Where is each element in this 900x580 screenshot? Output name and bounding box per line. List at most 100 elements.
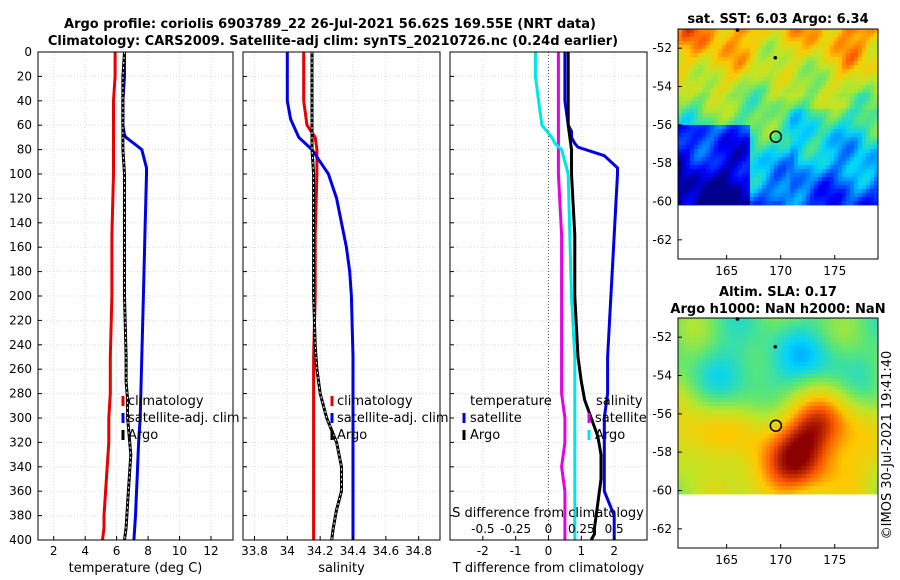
sla_map-heatmap-cell — [702, 342, 707, 347]
sla_map-ytick-label: -60 — [652, 484, 672, 498]
sla_map-heatmap-cell — [794, 366, 799, 371]
sla_map-heatmap-cell — [738, 402, 743, 407]
sla_map-heatmap-cell — [858, 374, 863, 379]
sla_map-heatmap-cell — [746, 406, 751, 411]
sla_map-heatmap-cell — [750, 358, 755, 363]
sla_map-heatmap-cell — [702, 330, 707, 335]
sst_map-heatmap-cell — [858, 129, 863, 134]
sst_map-heatmap-cell — [830, 173, 835, 178]
sst_map-heatmap-cell — [774, 181, 779, 186]
sla_map-heatmap-cell — [754, 474, 759, 479]
sla_map-heatmap-cell — [846, 422, 851, 427]
sst_map-heatmap-cell — [770, 189, 775, 194]
sla_map-heatmap-cell — [722, 430, 727, 435]
sst_map-heatmap-cell — [794, 149, 799, 154]
sst_map-heatmap-cell — [770, 197, 775, 202]
sla_map-heatmap-cell — [686, 362, 691, 367]
sla_map-heatmap-cell — [838, 442, 843, 447]
sst_map-heatmap-cell — [814, 173, 819, 178]
sst_map-heatmap-cell — [742, 93, 747, 98]
sla_map-heatmap-cell — [686, 490, 691, 495]
sla_map-heatmap-cell — [858, 346, 863, 351]
sst_map-heatmap-cell — [714, 77, 719, 82]
sst_map-heatmap-cell — [806, 161, 811, 166]
sst_map-heatmap-cell — [722, 85, 727, 90]
sst_map-heatmap-cell — [818, 193, 823, 198]
sla_map-heatmap-cell — [750, 330, 755, 335]
sla_map-heatmap-cell — [698, 374, 703, 379]
sst_map-heatmap-cell — [826, 65, 831, 70]
sst_map-heatmap-cell — [734, 49, 739, 54]
sla_map-heatmap-cell — [810, 398, 815, 403]
sst_map-heatmap-cell — [758, 181, 763, 186]
sla_map-heatmap-cell — [698, 322, 703, 327]
sla_map-heatmap-cell — [710, 450, 715, 455]
sst_map-heatmap-cell — [810, 177, 815, 182]
sla_map-heatmap-cell — [774, 390, 779, 395]
sst_map-heatmap-cell — [794, 77, 799, 82]
sst_map-heatmap-cell — [726, 41, 731, 46]
sst_map-heatmap-cell — [846, 33, 851, 38]
sla_map-heatmap-cell — [750, 486, 755, 491]
sst_map-heatmap-cell — [842, 133, 847, 138]
sst_map-heatmap-cell — [802, 53, 807, 58]
sst_map-heatmap-cell — [798, 53, 803, 58]
sst_map-heatmap-cell — [794, 81, 799, 86]
sst_map-heatmap-cell — [846, 81, 851, 86]
sst_map-heatmap-cell — [838, 37, 843, 42]
sst_map-heatmap-cell — [818, 61, 823, 66]
sla_map-heatmap-cell — [810, 482, 815, 487]
sla_map-heatmap-cell — [794, 462, 799, 467]
sla_map-heatmap-cell — [758, 482, 763, 487]
sla_map-heatmap-cell — [742, 394, 747, 399]
sst_map-heatmap-cell — [862, 77, 867, 82]
sla_map-heatmap-cell — [870, 394, 875, 399]
sla_map-heatmap-cell — [790, 378, 795, 383]
sst_map-heatmap-cell — [698, 29, 703, 34]
sst_map-heatmap-cell — [682, 41, 687, 46]
sla_map-heatmap-cell — [698, 338, 703, 343]
sst_map-heatmap-cell — [690, 189, 695, 194]
sla_map-heatmap-cell — [874, 410, 879, 415]
sst_map-heatmap-cell — [838, 101, 843, 106]
sst_map-heatmap-cell — [870, 101, 875, 106]
sla_map-heatmap-cell — [718, 346, 723, 351]
sla_map-heatmap-cell — [822, 366, 827, 371]
sst_map-heatmap-cell — [870, 197, 875, 202]
sst_map-heatmap-cell — [838, 57, 843, 62]
sst_map-heatmap-cell — [786, 33, 791, 38]
sla_map-heatmap-cell — [762, 386, 767, 391]
sst_map-heatmap-cell — [850, 45, 855, 50]
sla_map-heatmap-cell — [874, 462, 879, 467]
sst_map-heatmap-cell — [734, 105, 739, 110]
sst_map-heatmap-cell — [706, 41, 711, 46]
sla_map-heatmap-cell — [694, 438, 699, 443]
sst_map-heatmap-cell — [706, 93, 711, 98]
sst_map-heatmap-cell — [678, 81, 683, 86]
sst_map-heatmap-cell — [742, 89, 747, 94]
sla_map-heatmap-cell — [862, 394, 867, 399]
sst_map-heatmap-cell — [682, 69, 687, 74]
sst_map-heatmap-cell — [814, 113, 819, 118]
sla_map-heatmap-cell — [874, 382, 879, 387]
sst_map-heatmap-cell — [718, 73, 723, 78]
sst_map-heatmap-cell — [854, 145, 859, 150]
sst_map-heatmap-cell — [698, 181, 703, 186]
sst_map-heatmap-cell — [818, 133, 823, 138]
sla_map-heatmap-cell — [802, 474, 807, 479]
sla_map-heatmap-cell — [714, 462, 719, 467]
sst_map-heatmap-cell — [682, 77, 687, 82]
sst_map-heatmap-cell — [738, 113, 743, 118]
sla_map-heatmap-cell — [758, 382, 763, 387]
sla_map-heatmap-cell — [858, 342, 863, 347]
sla_map-heatmap-cell — [850, 490, 855, 495]
sst_map-heatmap-cell — [766, 109, 771, 114]
sla_map-heatmap-cell — [830, 434, 835, 439]
sla_map-heatmap-cell — [826, 338, 831, 343]
sla_map-heatmap-cell — [730, 410, 735, 415]
sla_map-heatmap-cell — [862, 490, 867, 495]
sla_map-heatmap-cell — [798, 438, 803, 443]
sst_map-heatmap-cell — [686, 113, 691, 118]
sst_map-heatmap-cell — [794, 193, 799, 198]
sla_map-heatmap-cell — [682, 410, 687, 415]
